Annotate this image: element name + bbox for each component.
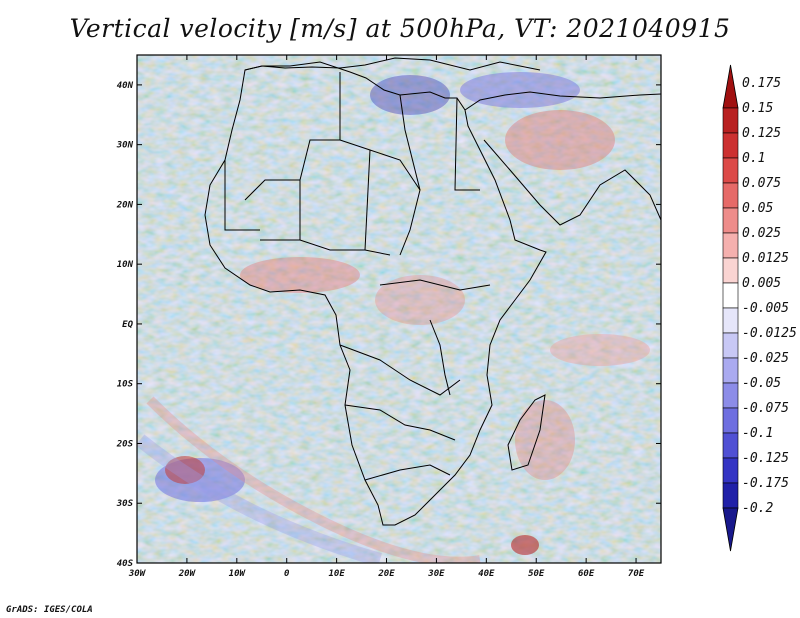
colorbar-swatch (722, 232, 739, 259)
colorbar-label: -0.0125 (742, 326, 797, 341)
colorbar-swatch (722, 207, 739, 234)
colorbar-swatch (722, 357, 739, 384)
lon-tick-label: 0 (284, 569, 290, 579)
coastlines-and-borders (204, 57, 661, 526)
lon-tick-label: 20E (377, 569, 395, 579)
colorbar-swatch (722, 107, 739, 134)
lon-tick-label: 60E (578, 569, 595, 579)
colorbar-swatch (722, 132, 739, 159)
lat-tick-label: 10S (117, 380, 134, 390)
lat-tick-label: 10N (117, 260, 134, 270)
colorbar-label: 0.025 (742, 226, 781, 241)
colorbar-label: -0.025 (742, 351, 789, 366)
map-title: Vertical velocity [m/s] at 500hPa, VT: 2… (69, 14, 731, 43)
lon-tick-label: 70E (628, 569, 645, 579)
lon-tick-label: 50E (528, 569, 545, 579)
colorbar-swatch (722, 457, 739, 484)
lat-tick-label: 20S (116, 439, 134, 449)
lat-tick-label: 40S (117, 559, 134, 569)
lon-tick-label: 20W (178, 569, 197, 579)
colorbar-label: 0.0125 (742, 251, 789, 266)
colorbar-label: -0.1 (742, 426, 773, 441)
colorbar-label: -0.2 (742, 501, 773, 516)
colorbar-swatch (722, 332, 739, 359)
colorbar-label: -0.075 (742, 401, 789, 416)
colorbar-swatch (722, 157, 739, 184)
color-scale-legend: 0.175 0.15 0.125 0.1 0.075 0.05 0.025 0.0125 0.0… (722, 64, 797, 552)
lon-tick-label: 10E (328, 569, 345, 579)
colorbar-label: 0.05 (742, 201, 773, 216)
colorbar-label: -0.125 (742, 451, 789, 466)
colorbar-swatch (722, 407, 739, 434)
colorbar-swatch (722, 257, 739, 284)
colorbar-label: 0.005 (742, 276, 781, 291)
grads-credit: GrADS: IGES/COLA (6, 605, 93, 615)
colorbar-label: 0.175 (742, 76, 781, 91)
colorbar-label: -0.05 (742, 376, 781, 391)
lon-tick-label: 10W (229, 569, 247, 579)
colorbar-label: -0.175 (742, 476, 789, 491)
colorbar-swatch (722, 432, 739, 459)
lat-tick-label: 30N (116, 141, 134, 151)
colorbar-label: 0.15 (742, 101, 773, 116)
lon-tick-label: 30W (128, 569, 147, 579)
colorbar-swatch (722, 482, 739, 509)
colorbar-swatch (722, 282, 739, 309)
lat-tick-label: EQ (122, 320, 133, 330)
latitude-axis: 40N 30N 20N 10N EQ 10S 20S 30S 40S (116, 81, 661, 569)
velocity-field (137, 55, 661, 563)
colorbar-arrow-top (722, 64, 739, 109)
colorbar-arrow-bottom (722, 507, 739, 552)
colorbar-label: 0.125 (742, 126, 781, 141)
lon-tick-label: 30E (427, 569, 445, 579)
lat-tick-label: 30S (116, 499, 134, 509)
map-frame (136, 54, 662, 564)
colorbar-label: 0.1 (742, 151, 765, 166)
colorbar-label: 0.075 (742, 176, 781, 191)
lon-tick-label: 40E (478, 569, 495, 579)
lat-tick-label: 40N (117, 81, 134, 91)
longitude-axis: 30W 20W 10W 0 10E 20E 30E 40E 50E 60E 70E (128, 55, 645, 579)
colorbar-swatch (722, 382, 739, 409)
colorbar-swatch (722, 182, 739, 209)
colorbar-label: -0.005 (742, 301, 789, 316)
colorbar-swatch (722, 307, 739, 334)
lat-tick-label: 20N (116, 200, 134, 210)
